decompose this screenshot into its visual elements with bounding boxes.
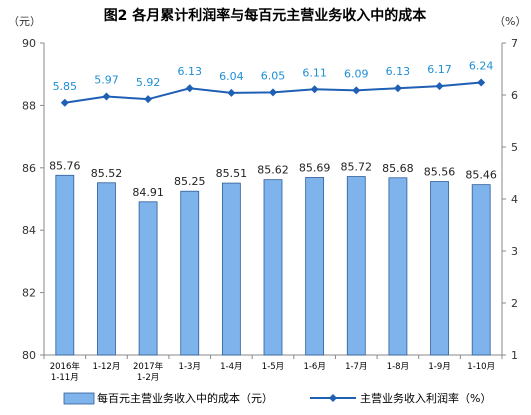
line-series	[60, 78, 486, 107]
x-tick-label: 2017年 1-2月	[133, 361, 164, 383]
x-tick-label-line: 1-2月	[137, 373, 159, 383]
bar	[430, 181, 449, 356]
legend-swatch-bar	[63, 392, 95, 405]
x-tick-label: 1-5月	[262, 362, 284, 372]
chart-title: 图2 各月累计利润率与每百元主营业务收入中的成本	[104, 7, 428, 24]
x-tick-label-line: 1-4月	[220, 362, 242, 372]
x-tick-label-line: 2017年	[133, 361, 164, 372]
right-tick-label: 6	[511, 89, 518, 102]
line-value-label: 6.11	[302, 66, 327, 79]
bar-value-label: 85.56	[424, 166, 456, 179]
x-tick-label: 1-10月	[467, 362, 495, 372]
x-tick-label: 1-12月	[93, 362, 121, 372]
line-value-label: 6.17	[427, 63, 452, 76]
x-tick-label-line: 1-5月	[262, 362, 284, 372]
bar	[138, 201, 158, 356]
left-axis-unit: （元）	[8, 15, 41, 28]
bar	[55, 174, 75, 356]
right-tick-label: 3	[511, 245, 518, 258]
line-value-label: 6.05	[261, 69, 286, 82]
bar-value-label: 85.62	[257, 164, 289, 177]
line-value-label: 5.92	[136, 76, 161, 89]
bar	[221, 182, 241, 356]
bar-value-label: 85.72	[341, 161, 373, 174]
line-point	[435, 82, 444, 91]
left-tick-label: 90	[22, 37, 36, 50]
x-tick-label: 1-3月	[179, 362, 201, 372]
right-tick-label: 2	[511, 297, 518, 310]
legend-label-line: 主营业务收入利润率（%）	[360, 391, 491, 405]
line-point	[60, 98, 69, 107]
x-tick-label-line: 1-6月	[303, 362, 325, 372]
x-tick-label: 1-4月	[220, 362, 242, 372]
right-tick-label: 1	[511, 349, 518, 362]
legend: 每百元主营业务收入中的成本（元） 主营业务收入利润率（%）	[63, 391, 491, 405]
bar-value-label: 84.91	[132, 186, 164, 199]
bar	[180, 190, 200, 356]
bar	[346, 176, 366, 356]
line-point	[393, 84, 402, 93]
line-point	[144, 95, 153, 104]
x-tick-label: 1-6月	[303, 362, 325, 372]
line-value-label: 6.09	[344, 67, 369, 80]
bar-value-label: 85.52	[91, 167, 123, 180]
line-value-label: 6.24	[469, 60, 494, 73]
x-tick-label: 1-9月	[428, 362, 450, 372]
x-tick-label: 1-8月	[387, 362, 409, 372]
line-point	[185, 84, 194, 93]
x-tick-label-line: 1-10月	[467, 362, 495, 372]
bar	[305, 177, 325, 356]
line-point	[227, 88, 236, 97]
x-tick-label-line: 1-8月	[387, 362, 409, 372]
right-tick-label: 4	[511, 193, 518, 206]
legend-label-bar: 每百元主营业务收入中的成本（元）	[97, 391, 273, 405]
line-point	[102, 92, 111, 101]
line-point	[477, 78, 486, 87]
bar-value-label: 85.69	[299, 161, 331, 174]
right-tick-label: 7	[511, 37, 518, 50]
bar-series	[55, 174, 491, 356]
right-tick-label: 5	[511, 141, 518, 154]
x-tick-label: 1-7月	[345, 362, 367, 372]
left-tick-label: 84	[22, 224, 36, 237]
bar-value-label: 85.25	[174, 175, 206, 188]
left-tick-label: 82	[22, 287, 36, 300]
line-value-label: 6.04	[219, 70, 244, 83]
line-value-label: 6.13	[177, 65, 202, 78]
line-value-label: 5.85	[53, 80, 78, 93]
line-point	[352, 86, 361, 95]
line-value-label: 6.13	[386, 65, 411, 78]
line-point	[269, 88, 277, 97]
line-value-label: 5.97	[94, 74, 119, 87]
bar-value-label: 85.76	[49, 159, 81, 172]
x-tick-label-line: 1-3月	[179, 362, 201, 372]
bar-value-label: 85.68	[382, 162, 414, 175]
legend-marker-line	[329, 394, 337, 402]
x-tick-label: 2016年 1-11月	[50, 361, 81, 383]
x-tick-label-line: 1-7月	[345, 362, 367, 372]
x-tick-label-line: 1-12月	[93, 362, 121, 372]
x-tick-label-line: 2016年	[50, 361, 81, 372]
left-tick-label: 80	[22, 349, 36, 362]
bar-value-label: 85.51	[216, 167, 248, 180]
bar	[471, 184, 491, 356]
x-tick-label-line: 1-11月	[51, 373, 79, 383]
right-axis-unit: （%）	[494, 15, 526, 28]
bar	[97, 182, 116, 356]
x-tick-label-line: 1-9月	[428, 362, 450, 372]
bar	[388, 177, 408, 356]
left-tick-label: 86	[22, 162, 36, 175]
bar	[263, 179, 283, 356]
line-point	[310, 85, 319, 94]
data-labels: 85.76 85.52 84.91 85.25 85.51 85.62 85.69 85.72…	[49, 60, 497, 199]
bar-value-label: 85.46	[465, 169, 497, 182]
left-tick-label: 88	[22, 99, 36, 112]
